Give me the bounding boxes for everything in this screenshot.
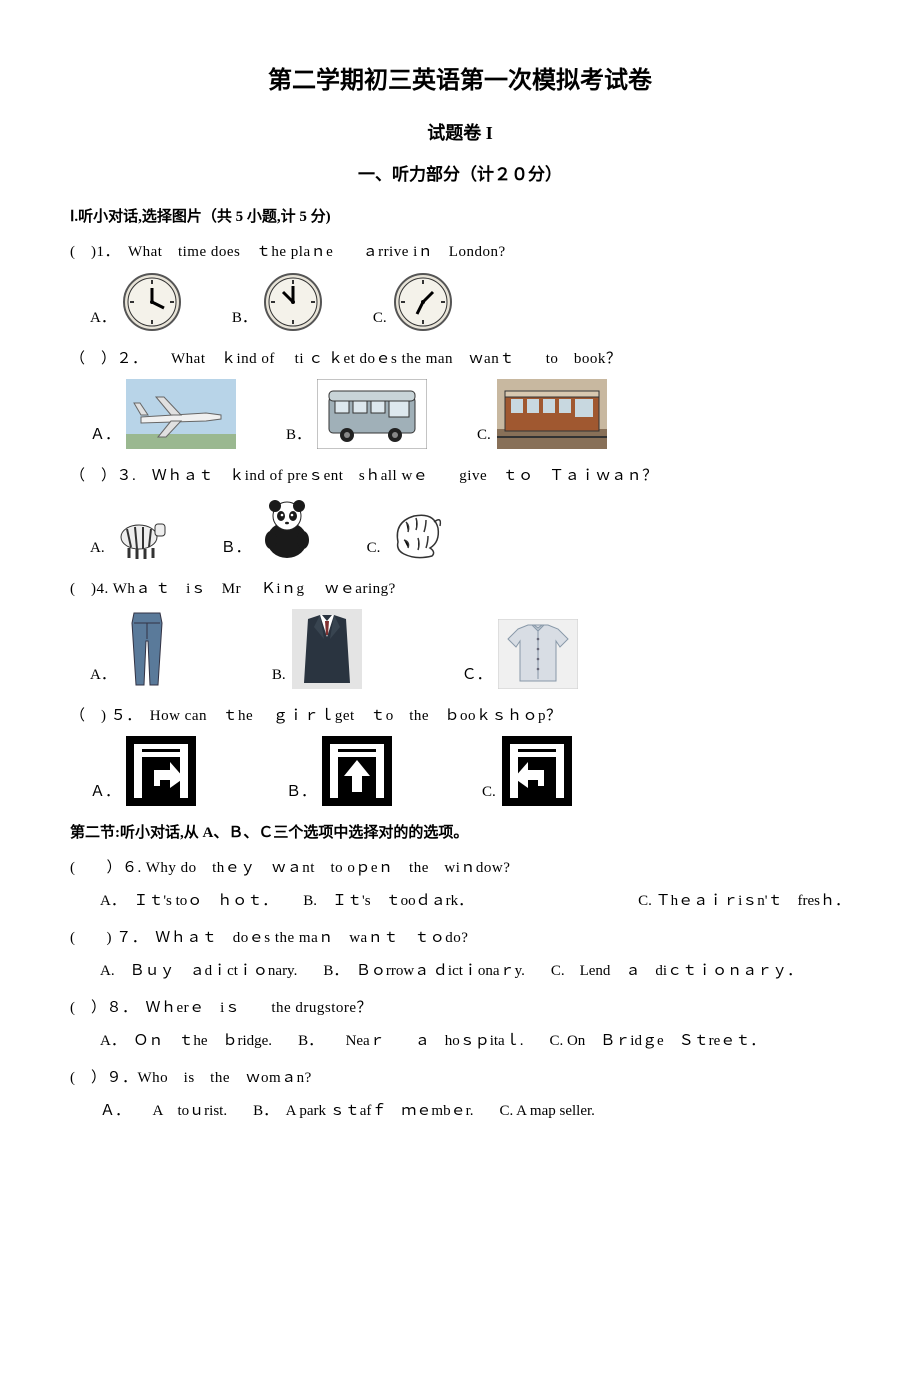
q8-prompt: ( ）８． Ｗｈerｅ iｓ the drugstore？ — [70, 995, 850, 1022]
q4-b-label: B. — [272, 662, 286, 689]
q3-option-a: A. — [90, 502, 171, 562]
q1-a-label: A． — [90, 305, 116, 332]
arrow-left-icon — [502, 736, 572, 806]
jeans-icon — [122, 609, 172, 689]
q3-b-label: Ｂ． — [221, 535, 251, 562]
q7-options: A. Ｂｕｙ ａdｉctｉｏnary. B． Ｂｏrrowａ ｄictｉonaｒ… — [100, 958, 850, 985]
title-section: 一、听力部分（计２０分） — [70, 160, 850, 191]
q2-option-b: B． — [286, 379, 427, 449]
q1-b-label: B． — [232, 305, 257, 332]
q9-prompt: ( ）９．Who is the ｗomａn? — [70, 1065, 850, 1092]
q7-prompt: ( ) ７． Ｗｈａｔ doｅs the maｎ waｎｔ ｔｏdo? — [70, 925, 850, 952]
part1-header: Ⅰ.听小对话,选择图片（共 5 小题,计 5 分) — [70, 204, 850, 231]
q5-options: Ａ． Ｂ． C. — [90, 736, 850, 806]
q4-option-c: Ｃ． — [462, 619, 578, 689]
clock-icon — [393, 272, 453, 332]
q3-option-b: Ｂ． — [221, 496, 317, 562]
part2-header: 第二节:听小对话,从 A、Ｂ、Ｃ三个选项中选择对的的选项。 — [70, 820, 850, 847]
q2-c-label: C. — [477, 422, 491, 449]
q9-a: Ａ． A toｕrist. — [100, 1098, 227, 1125]
q4-option-b: B. — [272, 609, 362, 689]
q2-option-a: Ａ． — [90, 379, 236, 449]
q2-option-c: C. — [477, 379, 607, 449]
q3-c-label: C. — [367, 535, 381, 562]
q1-option-c: C. — [373, 272, 453, 332]
title-sub: 试题卷 I — [70, 117, 850, 149]
panda-icon — [257, 496, 317, 562]
q4-options: A． B. Ｃ． — [90, 609, 850, 689]
q7-b: B． Ｂｏrrowａ ｄictｉonaｒy. — [323, 958, 525, 985]
shirt-icon — [498, 619, 578, 689]
q7-c: C. Lend ａ diｃｔｉｏｎａｒｙ． — [551, 958, 802, 985]
q6-b: B. Ｉｔ's ｔooｄａrk． — [303, 888, 473, 915]
q8-a: A． Ｏｎ ｔhe ｂridge. — [100, 1028, 272, 1055]
q4-prompt: ( )4. Whａ ｔ iｓ Mr Ｋiｎg ｗｅaring? — [70, 576, 850, 603]
q2-prompt: （ ）２． What ｋind of ti ｃ ｋet doｅs the man… — [70, 346, 850, 373]
q6-c: C. Ｔhｅａｉｒiｓn'ｔ fresｈ． — [638, 888, 850, 915]
q8-b: B． Neaｒ ａ hoｓｐitaｌ. — [298, 1028, 523, 1055]
q5-c-label: C. — [482, 779, 496, 806]
zebra-icon — [111, 502, 171, 562]
q9-c: C. A map seller. — [500, 1098, 595, 1125]
q8-c: C. On Ｂｒidｇe Ｓｔreｅｔ． — [549, 1028, 765, 1055]
q1-option-b: B． — [232, 272, 323, 332]
q4-a-label: A． — [90, 662, 116, 689]
q3-options: A. Ｂ． — [90, 496, 850, 562]
q5-option-b: Ｂ． — [286, 736, 392, 806]
q2-options: Ａ． B． — [90, 379, 850, 449]
clock-icon — [122, 272, 182, 332]
q3-a-label: A. — [90, 535, 105, 562]
clock-icon — [263, 272, 323, 332]
q2-a-label: Ａ． — [90, 422, 120, 449]
q1-option-a: A． — [90, 272, 182, 332]
q4-c-label: Ｃ． — [462, 662, 492, 689]
q6-a: A． Ｉｔ's toｏ ｈｏｔ． — [100, 888, 277, 915]
q5-a-label: Ａ． — [90, 779, 120, 806]
title-main: 第二学期初三英语第一次模拟考试卷 — [70, 60, 850, 103]
q6-prompt: ( ）６. Why do thｅｙ ｗａnt to oｐeｎ the wiｎdo… — [70, 855, 850, 882]
q7-a: A. Ｂｕｙ ａdｉctｉｏnary. — [100, 958, 297, 985]
q5-option-c: C. — [482, 736, 572, 806]
arrow-right-icon — [126, 736, 196, 806]
q9-b: B． A park ｓｔafｆ ｍｅmbｅr. — [253, 1098, 473, 1125]
q9-options: Ａ． A toｕrist. B． A park ｓｔafｆ ｍｅmbｅr. C.… — [100, 1098, 850, 1125]
arrow-up-icon — [322, 736, 392, 806]
train-icon — [497, 379, 607, 449]
q8-options: A． Ｏｎ ｔhe ｂridge. B． Neaｒ ａ hoｓｐitaｌ. C.… — [100, 1028, 850, 1055]
q4-option-a: A． — [90, 609, 172, 689]
q6-options: A． Ｉｔ's toｏ ｈｏｔ． B. Ｉｔ's ｔooｄａrk． C. Ｔhｅ… — [100, 888, 850, 915]
q5-prompt: （ ) ５． How can ｔhe ｇｉｒｌget ｔo the ｂooｋｓｈ… — [70, 703, 850, 730]
airplane-icon — [126, 379, 236, 449]
q1-options: A． B． — [90, 272, 850, 332]
q3-prompt: （ ）３. Ｗｈａｔ ｋind of preｓent sｈall wｅ give… — [70, 463, 850, 490]
tiger-icon — [386, 502, 446, 562]
q5-option-a: Ａ． — [90, 736, 196, 806]
suit-icon — [292, 609, 362, 689]
q5-b-label: Ｂ． — [286, 779, 316, 806]
q2-b-label: B． — [286, 422, 311, 449]
q3-option-c: C. — [367, 502, 447, 562]
q1-c-label: C. — [373, 305, 387, 332]
q1-prompt: ( )1． What time does ｔhe plaｎeﾠ ａrrive i… — [70, 239, 850, 266]
bus-icon — [317, 379, 427, 449]
